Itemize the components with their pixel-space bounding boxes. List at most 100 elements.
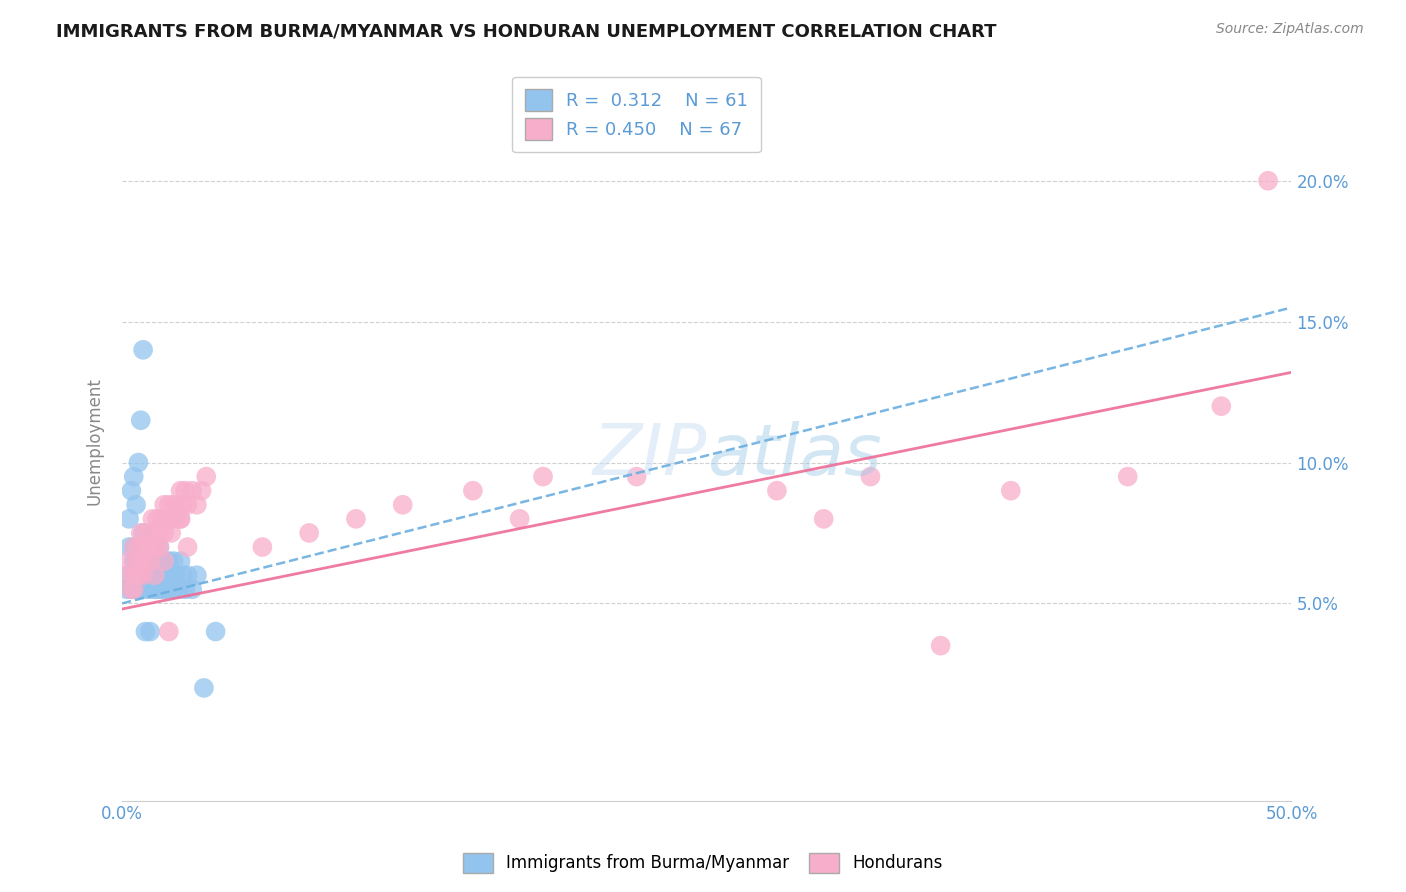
Point bbox=[127, 554, 149, 568]
Point bbox=[509, 512, 531, 526]
Point bbox=[122, 568, 145, 582]
Point bbox=[127, 456, 149, 470]
Point bbox=[139, 554, 162, 568]
Point bbox=[118, 554, 141, 568]
Point bbox=[461, 483, 484, 498]
Y-axis label: Unemployment: Unemployment bbox=[86, 377, 103, 506]
Point bbox=[122, 568, 145, 582]
Point bbox=[929, 639, 952, 653]
Point bbox=[141, 540, 163, 554]
Point bbox=[122, 540, 145, 554]
Point bbox=[132, 343, 155, 357]
Point bbox=[153, 582, 176, 597]
Point bbox=[153, 525, 176, 540]
Point bbox=[136, 540, 159, 554]
Point bbox=[132, 568, 155, 582]
Point bbox=[1257, 174, 1279, 188]
Point bbox=[186, 498, 208, 512]
Point bbox=[129, 540, 152, 554]
Point bbox=[139, 554, 162, 568]
Point bbox=[115, 568, 138, 582]
Point bbox=[141, 568, 163, 582]
Point bbox=[132, 554, 155, 568]
Point bbox=[148, 568, 170, 582]
Point bbox=[165, 512, 187, 526]
Point bbox=[118, 512, 141, 526]
Point bbox=[134, 554, 156, 568]
Text: atlas: atlas bbox=[707, 421, 882, 491]
Point bbox=[136, 568, 159, 582]
Point bbox=[127, 568, 149, 582]
Point bbox=[195, 469, 218, 483]
Point bbox=[143, 582, 166, 597]
Point bbox=[134, 554, 156, 568]
Point bbox=[160, 512, 183, 526]
Point bbox=[1211, 399, 1233, 413]
Point bbox=[125, 554, 148, 568]
Point bbox=[127, 568, 149, 582]
Point bbox=[176, 568, 198, 582]
Point bbox=[160, 525, 183, 540]
Point bbox=[122, 540, 145, 554]
Legend: Immigrants from Burma/Myanmar, Hondurans: Immigrants from Burma/Myanmar, Hondurans bbox=[457, 847, 949, 880]
Point bbox=[146, 554, 169, 568]
Point bbox=[136, 554, 159, 568]
Point bbox=[139, 624, 162, 639]
Point bbox=[391, 498, 413, 512]
Point bbox=[143, 554, 166, 568]
Point bbox=[150, 582, 173, 597]
Point bbox=[125, 498, 148, 512]
Point bbox=[157, 582, 180, 597]
Point bbox=[174, 483, 197, 498]
Point bbox=[139, 582, 162, 597]
Point bbox=[150, 554, 173, 568]
Point bbox=[125, 582, 148, 597]
Point bbox=[766, 483, 789, 498]
Point bbox=[120, 582, 142, 597]
Point bbox=[193, 681, 215, 695]
Point bbox=[134, 540, 156, 554]
Text: ZIP: ZIP bbox=[592, 421, 707, 491]
Point bbox=[160, 568, 183, 582]
Point bbox=[118, 568, 141, 582]
Point bbox=[252, 540, 274, 554]
Point bbox=[162, 582, 184, 597]
Point bbox=[136, 540, 159, 554]
Point bbox=[153, 554, 176, 568]
Point bbox=[127, 540, 149, 554]
Point bbox=[155, 568, 177, 582]
Point bbox=[122, 469, 145, 483]
Point bbox=[148, 540, 170, 554]
Point bbox=[859, 469, 882, 483]
Point bbox=[143, 525, 166, 540]
Point bbox=[153, 554, 176, 568]
Point bbox=[125, 554, 148, 568]
Point bbox=[176, 498, 198, 512]
Point bbox=[169, 512, 191, 526]
Point bbox=[143, 568, 166, 582]
Point bbox=[169, 512, 191, 526]
Legend: R =  0.312    N = 61, R = 0.450    N = 67: R = 0.312 N = 61, R = 0.450 N = 67 bbox=[512, 77, 761, 153]
Point bbox=[132, 568, 155, 582]
Point bbox=[134, 624, 156, 639]
Point bbox=[172, 498, 194, 512]
Point bbox=[190, 483, 212, 498]
Point bbox=[150, 512, 173, 526]
Point bbox=[120, 483, 142, 498]
Point bbox=[298, 525, 321, 540]
Point bbox=[129, 525, 152, 540]
Point bbox=[155, 512, 177, 526]
Point bbox=[148, 525, 170, 540]
Point bbox=[146, 512, 169, 526]
Point bbox=[167, 582, 190, 597]
Point bbox=[157, 554, 180, 568]
Point bbox=[813, 512, 835, 526]
Point bbox=[157, 624, 180, 639]
Point bbox=[134, 582, 156, 597]
Point bbox=[176, 540, 198, 554]
Point bbox=[118, 540, 141, 554]
Point bbox=[162, 498, 184, 512]
Point bbox=[1116, 469, 1139, 483]
Point bbox=[146, 540, 169, 554]
Point bbox=[132, 554, 155, 568]
